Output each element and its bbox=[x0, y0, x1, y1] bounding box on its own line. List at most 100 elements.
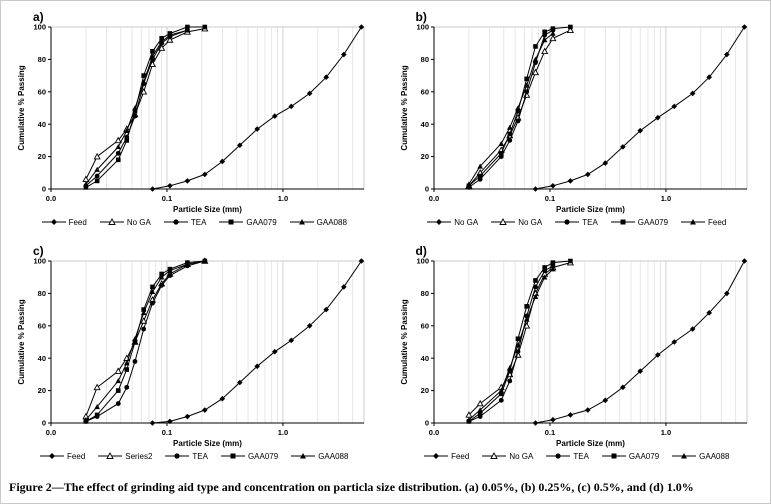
chart-b: 0 20 40 60 80 100 0.0 0.1 1.0 Particle Size (mm) C… bbox=[386, 20, 769, 227]
legend-item: Feed bbox=[40, 451, 85, 461]
legend-label: Feed bbox=[68, 217, 87, 227]
triangle-marker-icon bbox=[672, 453, 697, 459]
series-tea bbox=[83, 27, 191, 189]
chart-plot: 0 20 40 60 80 100 0.0 0.1 1.0 Particle Size (mm) C… bbox=[400, 23, 748, 214]
legend-label: TEA bbox=[192, 451, 208, 461]
triangle-open-marker-icon bbox=[98, 452, 123, 459]
gridlines bbox=[468, 261, 736, 423]
chart-legend: Feed No GA TEA GAA079 GAA088 bbox=[41, 217, 347, 227]
legend-label: GAA079 bbox=[247, 451, 279, 461]
y-axis-title: Cumulative % Passing bbox=[17, 299, 26, 384]
legend-item: No GA bbox=[99, 217, 151, 227]
legend-item: GAA079 bbox=[610, 217, 669, 227]
triangle-marker-icon bbox=[681, 219, 706, 225]
svg-text:0.0: 0.0 bbox=[429, 428, 439, 437]
legend-label: No GA bbox=[454, 217, 479, 227]
panel-b: b) 0 20 40 60 80 100 0.0 0.1 1.0 Particle Size (m… bbox=[386, 5, 769, 239]
svg-text:100: 100 bbox=[416, 257, 429, 266]
legend-label: GAA079 bbox=[628, 451, 660, 461]
triangle-marker-icon bbox=[291, 453, 316, 459]
legend-label: TEA bbox=[190, 217, 207, 227]
svg-text:40: 40 bbox=[38, 120, 46, 129]
svg-text:0.1: 0.1 bbox=[545, 194, 555, 203]
chart-a: 0 20 40 60 80 100 0.0 0.1 1.0 Particle Size (mm) C… bbox=[3, 20, 386, 227]
series-feed bbox=[149, 24, 365, 192]
x-axis-title: Particle Size (mm) bbox=[173, 439, 242, 448]
svg-text:20: 20 bbox=[38, 152, 46, 161]
legend-label: No GA bbox=[518, 217, 543, 227]
legend-label: TEA bbox=[582, 217, 598, 227]
legend-item: TEA bbox=[546, 451, 589, 461]
legend-label: No GA bbox=[126, 217, 151, 227]
chart-c: 0 20 40 60 80 100 0.0 0.1 1.0 Particle Size (mm) C… bbox=[3, 254, 386, 461]
legend-label: GAA088 bbox=[316, 217, 347, 227]
series-feed bbox=[532, 258, 747, 426]
panel-label-d: d) bbox=[415, 244, 427, 258]
panel-a: a) 0 20 40 60 80 100 0.0 0.1 1.0 Particle Size (m… bbox=[3, 5, 386, 239]
legend-item: Feed bbox=[41, 217, 87, 227]
svg-text:60: 60 bbox=[420, 87, 428, 96]
legend-item: GAA088 bbox=[291, 451, 348, 461]
svg-text:80: 80 bbox=[420, 55, 428, 64]
svg-text:0: 0 bbox=[42, 419, 46, 428]
legend-item: GAA079 bbox=[220, 451, 279, 461]
series-no-ga bbox=[82, 24, 209, 183]
legend-item: Series2 bbox=[98, 451, 152, 461]
chart-legend: Feed No GA TEA GAA079 GAA088 bbox=[424, 451, 729, 461]
x-axis-title: Particle Size (mm) bbox=[173, 205, 242, 214]
series-gaa079 bbox=[83, 24, 208, 190]
panel-d: d) 0 20 40 60 80 100 0.0 0.1 1.0 Particle Size (m… bbox=[386, 239, 769, 473]
circle-marker-icon bbox=[163, 219, 188, 225]
legend-item: GAA079 bbox=[601, 451, 660, 461]
y-axis-title: Cumulative % Passing bbox=[400, 65, 409, 150]
y-axis-title: Cumulative % Passing bbox=[400, 299, 409, 384]
svg-text:100: 100 bbox=[34, 257, 47, 266]
svg-text:20: 20 bbox=[38, 386, 46, 395]
legend-label: GAA079 bbox=[637, 217, 669, 227]
y-axis-title: Cumulative % Passing bbox=[17, 65, 26, 150]
svg-text:100: 100 bbox=[416, 23, 429, 32]
svg-text:40: 40 bbox=[38, 354, 46, 363]
panel-label-a: a) bbox=[33, 10, 44, 24]
triangle-open-marker-icon bbox=[491, 218, 516, 225]
svg-text:0.0: 0.0 bbox=[429, 194, 439, 203]
legend-item: No GA bbox=[427, 217, 478, 227]
square-marker-icon bbox=[610, 219, 635, 225]
axes: 0 20 40 60 80 100 0.0 0.1 1.0 Particle Size (mm) C… bbox=[400, 23, 747, 214]
legend-label: TEA bbox=[573, 451, 589, 461]
series-gaa088 bbox=[465, 266, 556, 423]
square-marker-icon bbox=[220, 453, 245, 459]
series-feed bbox=[465, 30, 556, 187]
gridlines bbox=[85, 27, 354, 189]
series-series2 bbox=[82, 257, 209, 420]
panel-grid: a) 0 20 40 60 80 100 0.0 0.1 1.0 Particle Size (m… bbox=[1, 1, 770, 473]
axes: 0 20 40 60 80 100 0.0 0.1 1.0 Particle Size (mm) C… bbox=[17, 23, 365, 214]
legend-label: No GA bbox=[509, 451, 534, 461]
gridlines bbox=[468, 27, 736, 189]
svg-text:0.1: 0.1 bbox=[162, 428, 172, 437]
svg-text:80: 80 bbox=[38, 289, 46, 298]
svg-text:1.0: 1.0 bbox=[278, 428, 288, 437]
svg-text:0.1: 0.1 bbox=[545, 428, 555, 437]
legend-item: GAA079 bbox=[219, 217, 277, 227]
svg-text:0.0: 0.0 bbox=[46, 428, 56, 437]
legend-item: GAA088 bbox=[289, 217, 347, 227]
svg-text:60: 60 bbox=[420, 321, 428, 330]
svg-text:1.0: 1.0 bbox=[660, 194, 670, 203]
chart-legend: No GA No GA TEA GAA079 Feed bbox=[427, 217, 726, 227]
legend-item: No GA bbox=[482, 451, 533, 461]
circle-marker-icon bbox=[546, 453, 571, 459]
legend-item: Feed bbox=[424, 451, 469, 461]
series-gaa079 bbox=[466, 24, 573, 189]
legend-item: TEA bbox=[555, 217, 598, 227]
square-marker-icon bbox=[601, 453, 626, 459]
x-axis-title: Particle Size (mm) bbox=[556, 439, 625, 448]
svg-text:0: 0 bbox=[425, 419, 429, 428]
legend-label: Feed bbox=[67, 451, 86, 461]
svg-text:0: 0 bbox=[425, 185, 429, 194]
triangle-open-marker-icon bbox=[482, 452, 507, 459]
svg-text:60: 60 bbox=[38, 87, 46, 96]
axes: 0 20 40 60 80 100 0.0 0.1 1.0 Particle Size (mm) C… bbox=[400, 257, 747, 448]
svg-text:0: 0 bbox=[42, 185, 46, 194]
